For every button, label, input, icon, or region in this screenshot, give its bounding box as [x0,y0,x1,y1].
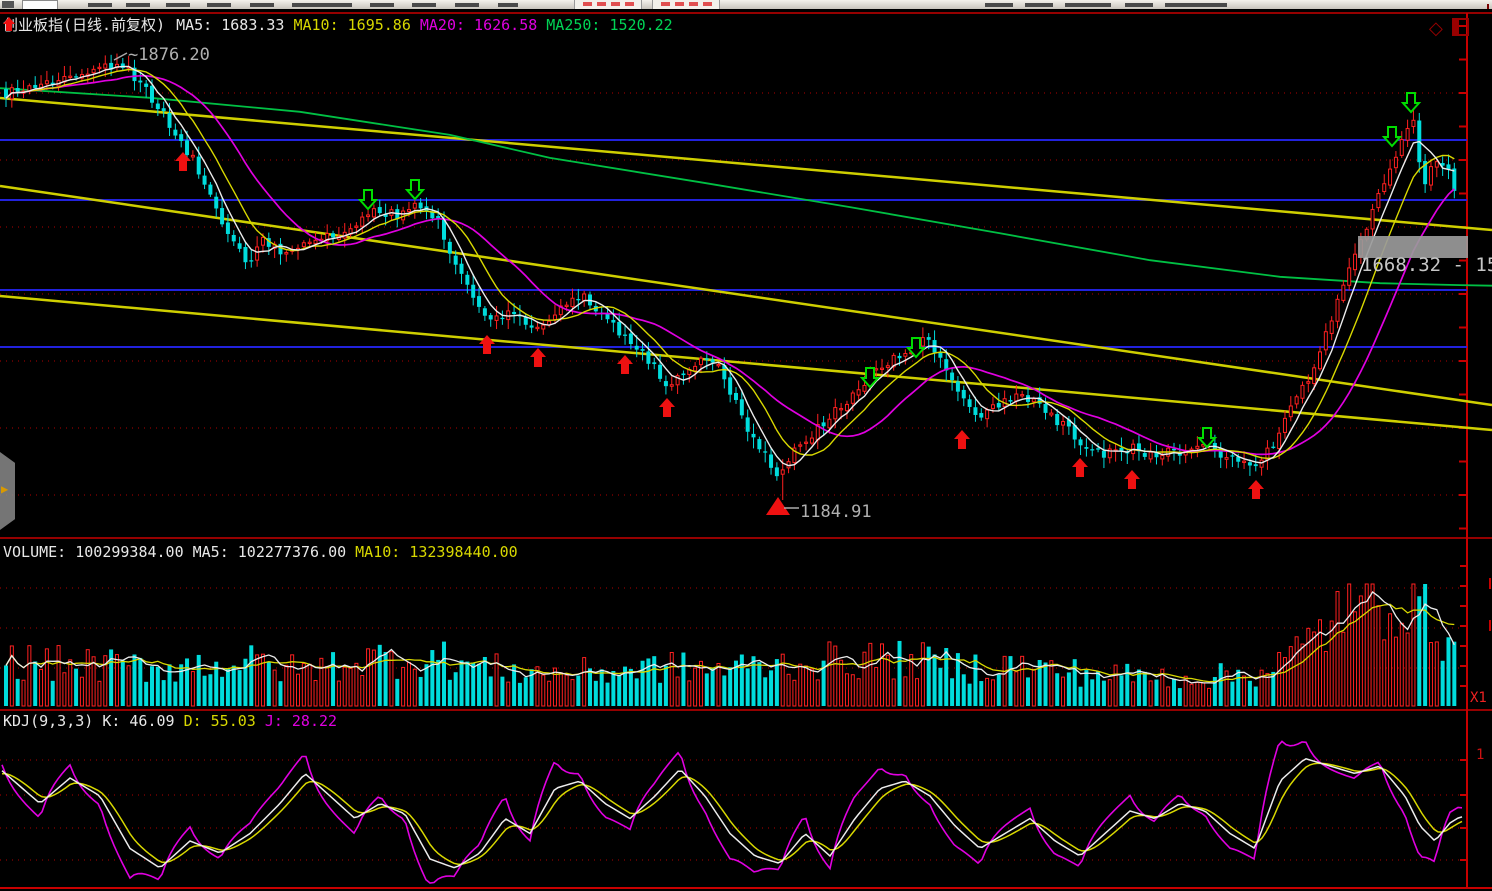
ma5-value: MA5: 1683.33 [176,16,285,34]
top-menubar[interactable] [0,0,1492,9]
kdj-j-value: J: 28.22 [264,712,338,730]
menu-item-stub[interactable] [292,3,352,7]
menubar-button-1[interactable] [574,0,642,9]
ma20-value: MA20: 1626.58 [419,16,538,34]
expand-arrow-icon: ▶ [1,482,9,496]
kdj-axis-label-fragment: 1 [1476,747,1485,763]
menubar-edge-mark [1487,4,1489,9]
menu-item-stub[interactable] [207,3,231,7]
menubar-logo-box [22,0,58,9]
low-price-annotation: 1184.91 [800,502,872,522]
volume-ma10-value: MA10: 132398440.00 [355,543,518,561]
menu-item-stub[interactable] [1165,3,1227,7]
kdj-header: KDJ(9,3,3) K: 46.09 D: 55.03 J: 28.22 [3,713,337,729]
price-tag: 1668.32 - 15 [1361,254,1492,276]
app-icon[interactable] [2,1,14,8]
volume-ma5-value: MA5: 102277376.00 [192,543,347,561]
ma10-value: MA10: 1695.86 [293,16,411,34]
menu-item-stub[interactable] [455,3,479,7]
instrument-title: 创业板指(日线.前复权) [3,16,166,34]
menu-item-stub[interactable] [126,3,150,7]
kdj-label: KDJ(9,3,3) [3,712,94,730]
main-chart-header: 创业板指(日线.前复权) MA5: 1683.33 MA10: 1695.86 MA2… [3,17,673,33]
sidebar-expand-tab[interactable]: ▶ [0,452,15,530]
menu-item-stub[interactable] [250,3,274,7]
menu-item-stub[interactable] [370,3,394,7]
diamond-icon[interactable]: ◇ [1429,18,1443,39]
menu-item-stub[interactable] [1125,3,1153,7]
menu-item-stub[interactable] [88,3,112,7]
volume-value: VOLUME: 100299384.00 [3,543,184,561]
menu-item-stub[interactable] [498,3,518,7]
menubar-button-2[interactable] [652,0,720,9]
high-price-annotation: ~1876.20 [128,45,210,65]
price-tag-highlight [1358,236,1468,258]
volume-header: VOLUME: 100299384.00 MA5: 102277376.00 MA1… [3,544,518,560]
menu-item-stub[interactable] [985,3,1013,7]
split-window-icon[interactable] [1452,18,1469,36]
ma250-value: MA250: 1520.22 [546,16,673,34]
volume-scale-label: X1 [1470,690,1487,706]
menu-item-stub[interactable] [166,3,190,7]
kdj-k-value: K: 46.09 [102,712,175,730]
kdj-d-value: D: 55.03 [183,712,256,730]
menu-item-stub[interactable] [1065,3,1111,7]
menu-item-stub[interactable] [1025,3,1053,7]
menu-item-stub[interactable] [412,3,436,7]
